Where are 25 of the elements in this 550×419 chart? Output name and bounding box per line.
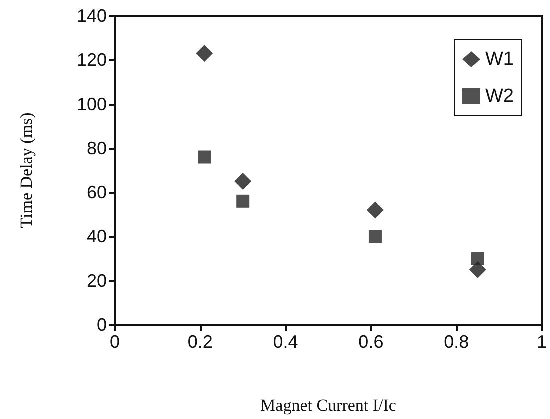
x-axis-title: Magnet Current I/Ic: [260, 396, 397, 415]
x-tick-label: 0.8: [444, 332, 470, 352]
y-tick-label: 60: [86, 182, 107, 203]
point: [196, 45, 214, 62]
point: [368, 230, 382, 244]
y-tick-label: 140: [76, 6, 107, 26]
y-tick-label: 120: [76, 50, 107, 70]
y-axis-title: Time Delay (ms): [17, 112, 36, 228]
point: [366, 202, 384, 219]
y-tick-label: 0: [96, 315, 107, 335]
point: [234, 173, 252, 190]
x-tick-label: 0.6: [358, 332, 384, 352]
x-tick-label: 0: [110, 332, 120, 352]
x-tick-label: 1: [536, 332, 547, 352]
y-tick-label: 40: [86, 226, 107, 247]
legend-label: W1: [486, 49, 514, 70]
y-tick-label: 20: [86, 270, 107, 291]
point: [198, 150, 212, 164]
point: [471, 252, 484, 266]
x-tick-label: 0.2: [188, 332, 213, 352]
point: [236, 194, 250, 208]
x-tick-label: 0.4: [273, 332, 298, 352]
y-tick-label: 100: [76, 94, 107, 114]
legend-label: W2: [486, 86, 514, 107]
y-tick-label: 80: [86, 138, 107, 158]
